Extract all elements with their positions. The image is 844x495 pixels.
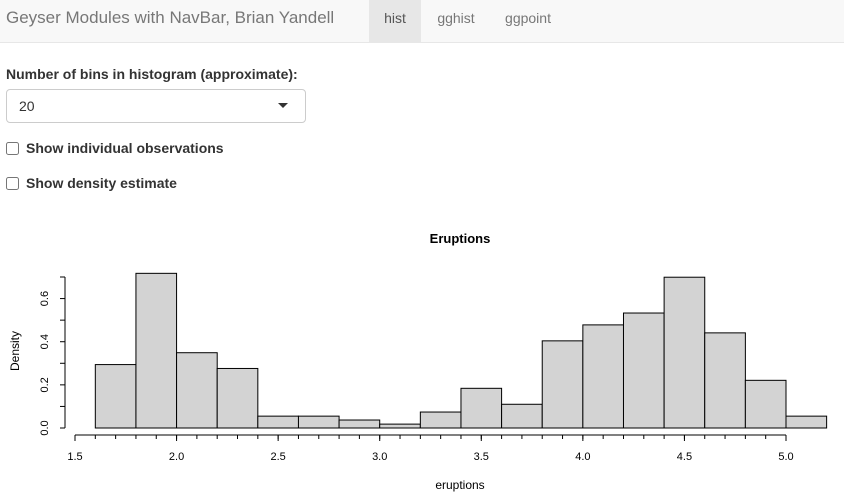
histogram-bar xyxy=(216,367,259,429)
histogram-bar xyxy=(744,379,787,429)
show-density-checkbox[interactable] xyxy=(6,176,19,190)
show-observations-row[interactable]: Show individual observations xyxy=(6,139,224,157)
show-density-row[interactable]: Show density estimate xyxy=(6,174,177,192)
y-axis: 0.0 0.2 0.4 0.6 xyxy=(39,276,66,436)
histogram-bar xyxy=(176,352,218,429)
histogram-bar xyxy=(501,403,543,429)
y-tick-label: 0.6 xyxy=(39,291,51,306)
histogram-bar xyxy=(622,312,665,429)
histogram-bar xyxy=(338,419,381,429)
histogram-bar xyxy=(704,332,746,429)
histogram-bar xyxy=(94,364,137,429)
y-tick-label: 0.0 xyxy=(39,420,51,435)
histogram-bar xyxy=(541,340,584,429)
app-title[interactable]: Geyser Modules with NavBar, Brian Yandel… xyxy=(6,8,335,27)
y-tick-label: 0.2 xyxy=(39,377,51,392)
bars-group xyxy=(94,272,828,429)
show-density-label[interactable]: Show density estimate xyxy=(26,175,177,191)
show-observations-label[interactable]: Show individual observations xyxy=(26,140,224,156)
histogram-bar xyxy=(297,415,340,429)
bins-label: Number of bins in histogram (approximate… xyxy=(6,66,298,82)
histogram-bar xyxy=(460,387,503,429)
show-observations-checkbox[interactable] xyxy=(6,141,19,155)
y-tick-label: 0.4 xyxy=(39,334,51,349)
histogram-plot: Eruptions eruptions Density 1.5 2.0 2.5 3.0… xyxy=(8,231,828,492)
bins-select[interactable]: 20 xyxy=(6,89,306,123)
x-tick-label: 4.5 xyxy=(677,451,692,463)
navbar: Geyser Modules with NavBar, Brian Yandel… xyxy=(0,0,844,43)
histogram-bar xyxy=(582,324,624,429)
x-tick-label: 4.0 xyxy=(575,451,590,463)
histogram-bar xyxy=(379,423,421,429)
x-tick-label: 2.0 xyxy=(169,451,184,463)
tab-ggpoint[interactable]: ggpoint xyxy=(505,10,551,26)
caret-down-icon[interactable] xyxy=(278,103,288,108)
histogram-bar xyxy=(135,272,178,429)
y-axis-label: Density xyxy=(8,331,22,371)
tab-gghist[interactable]: gghist xyxy=(437,10,475,26)
histogram-bar xyxy=(785,415,828,429)
chart-title: Eruptions xyxy=(430,231,491,246)
x-tick-label: 2.5 xyxy=(270,451,285,463)
histogram-bar xyxy=(257,415,299,429)
x-tick-label: 1.5 xyxy=(67,451,82,463)
x-axis: 1.5 2.0 2.5 3.0 3.5 4.0 4.5 5.0 xyxy=(67,434,794,463)
x-axis-label: eruptions xyxy=(435,478,484,492)
histogram-bar xyxy=(419,411,462,429)
tab-hist[interactable]: hist xyxy=(369,0,421,42)
histogram-bar xyxy=(663,276,706,429)
x-tick-label: 3.0 xyxy=(372,451,387,463)
x-tick-label: 5.0 xyxy=(778,451,793,463)
x-tick-label: 3.5 xyxy=(474,451,489,463)
bins-selected-value: 20 xyxy=(19,98,35,114)
